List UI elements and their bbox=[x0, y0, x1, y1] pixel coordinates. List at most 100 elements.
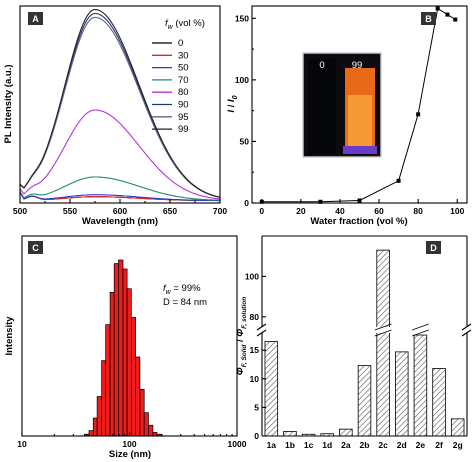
panel-c-bar bbox=[122, 268, 128, 437]
panel-c-bar bbox=[101, 360, 107, 437]
panel-d-bar-2g bbox=[450, 418, 465, 437]
panel-d-bar-2c bbox=[376, 249, 390, 437]
panel-a-curve-95 bbox=[19, 16, 221, 198]
panel-d-break-mark bbox=[411, 329, 429, 337]
panel-b-x-tick-label: 100 bbox=[450, 206, 464, 216]
panel-c-bar bbox=[109, 291, 115, 437]
panel-c-bar bbox=[139, 388, 145, 437]
inset-label-99: 99 bbox=[352, 60, 363, 71]
panel-c-tag bbox=[28, 241, 43, 254]
panel-d-x-tick-label-2b: 2b bbox=[360, 440, 370, 450]
panel-b-x-tick-label: 60 bbox=[374, 206, 384, 216]
panel-a-letter: A bbox=[32, 14, 39, 24]
panel-b-letter: B bbox=[425, 14, 432, 24]
panel-b-point-30 bbox=[318, 199, 323, 204]
panel-c-bar bbox=[113, 263, 119, 437]
panel-d-x-tick-label-1d: 1d bbox=[322, 440, 332, 450]
panel-b-point-50 bbox=[357, 198, 362, 203]
panel-b-series bbox=[259, 6, 458, 204]
panel-b-ylabel: I / I0 bbox=[226, 95, 239, 112]
panel-a-curve-90 bbox=[19, 12, 221, 198]
panel-c-annotation-d: D = 84 nm bbox=[163, 297, 207, 308]
panel-a-x-tick-label: 650 bbox=[163, 206, 177, 216]
panel-d-y-tick-label: 0 bbox=[254, 431, 259, 441]
panel-c-bar bbox=[130, 317, 136, 437]
panel-c-bar bbox=[143, 412, 149, 437]
inset-label-0: 0 bbox=[319, 60, 324, 71]
panel-d-bars bbox=[264, 249, 465, 437]
panel-d-break-mark bbox=[374, 329, 392, 337]
panel-c-x-tick-label: 1000 bbox=[228, 439, 247, 449]
panel-c-bar bbox=[118, 259, 124, 437]
panel-a-x-ticks: 500 550 600 650 700 bbox=[13, 199, 227, 216]
panel-c-bar bbox=[135, 356, 141, 437]
panel-d-y-tick-label: 80 bbox=[250, 312, 260, 322]
panel-a-legend-title: fw (vol %) bbox=[165, 18, 205, 31]
panel-c-bar bbox=[148, 424, 154, 437]
panel-c-bar bbox=[88, 430, 94, 437]
panel-b-point-70 bbox=[396, 178, 401, 183]
panel-d-x-tick-label-2d: 2d bbox=[397, 440, 407, 450]
panel-a-x-tick-label: 600 bbox=[113, 206, 127, 216]
panel-d-y-tick-label: 100 bbox=[245, 271, 259, 281]
panel-d-y-ticks: 0 5 10 15 80 100 bbox=[245, 271, 266, 441]
panel-c-bar bbox=[126, 288, 132, 437]
panel-d-y-tick-label: 5 bbox=[254, 402, 259, 412]
panel-b-y-tick-label: 150 bbox=[235, 13, 249, 23]
panel-b-x-tick-label: 20 bbox=[296, 206, 306, 216]
panel-a-legend-label-30: 30 bbox=[178, 50, 189, 61]
panel-d-bar-1a bbox=[264, 341, 279, 437]
panel-d-y-tick-label: 10 bbox=[250, 374, 260, 384]
panel-b-tag bbox=[421, 12, 436, 25]
panel-a-legend-label-70: 70 bbox=[178, 75, 189, 86]
panel-d-bar-2b bbox=[357, 365, 372, 437]
panel-a-curve-70 bbox=[19, 176, 220, 201]
panel-d-x-tick-label-2c: 2c bbox=[378, 440, 388, 450]
panel-a: 500 550 600 650 700 Wavelength (nm) PL Inten… bbox=[3, 5, 227, 227]
panel-c: 10 100 1000 Size (nm) Intensity C fw = 99%… bbox=[4, 235, 247, 460]
panel-d-x-tick-label-1a: 1a bbox=[267, 440, 277, 450]
panel-a-legend-label-99: 99 bbox=[178, 124, 189, 135]
panel-d-break-mark bbox=[411, 323, 429, 331]
panel-b-point-99 bbox=[453, 17, 458, 22]
panel-d-bar-2d bbox=[395, 351, 409, 437]
panel-a-curve-99 bbox=[19, 8, 221, 198]
panel-a-xlabel: Wavelength (nm) bbox=[82, 216, 158, 227]
panel-a-curve-50 bbox=[19, 191, 220, 202]
panel-c-letter: C bbox=[32, 243, 39, 253]
panel-d-letter: D bbox=[430, 243, 437, 253]
panel-b-y-tick-label: 0 bbox=[244, 198, 249, 208]
panel-d-y-tick-label: 15 bbox=[250, 345, 260, 355]
panel-c-bars bbox=[83, 259, 162, 437]
panel-a-x-tick-label: 700 bbox=[213, 206, 227, 216]
panel-d-tag bbox=[426, 241, 441, 254]
panel-a-ylabel: PL Intensity (a.u.) bbox=[3, 64, 14, 143]
panel-c-bar bbox=[105, 324, 111, 437]
panel-b: 0 50 100 150 0 20 40 60 80 100 0 99 Water fracti… bbox=[226, 5, 468, 227]
panel-b-y-ticks: 0 50 100 150 bbox=[235, 13, 256, 208]
panel-d-x-tick-label-1c: 1c bbox=[304, 440, 314, 450]
panel-d-bar-2f bbox=[432, 368, 446, 437]
panel-c-ylabel: Intensity bbox=[4, 316, 15, 356]
panel-c-x-tick-label: 10 bbox=[17, 439, 27, 449]
panel-d-break-mark bbox=[374, 323, 392, 331]
panel-b-frame bbox=[251, 5, 468, 204]
panel-b-inset-photo: 0 99 bbox=[302, 52, 382, 158]
panel-b-point-0 bbox=[259, 199, 264, 204]
panel-c-xlabel: Size (nm) bbox=[109, 449, 151, 460]
panel-d-x-tick-label-2g: 2g bbox=[453, 440, 463, 450]
panel-b-x-tick-label: 40 bbox=[335, 206, 345, 216]
panel-a-legend-label-90: 90 bbox=[178, 100, 189, 111]
panel-c-x-tick-label: 100 bbox=[122, 439, 136, 449]
panel-d-x-tick-label-2e: 2e bbox=[416, 440, 426, 450]
panel-d-x-ticks: 1a 1b 1c 1d 2a 2b 2c 2d 2e 2f 2g bbox=[267, 440, 463, 450]
panel-d-bar-2a bbox=[339, 428, 353, 437]
panel-d-x-tick-label-2a: 2a bbox=[341, 440, 351, 450]
panel-a-legend-label-80: 80 bbox=[178, 87, 189, 98]
panel-b-x-ticks: 0 20 40 60 80 100 bbox=[259, 199, 465, 216]
panel-a-x-tick-label: 550 bbox=[63, 206, 77, 216]
panel-a-legend-label-95: 95 bbox=[178, 112, 189, 123]
panel-c-bar bbox=[96, 396, 102, 437]
